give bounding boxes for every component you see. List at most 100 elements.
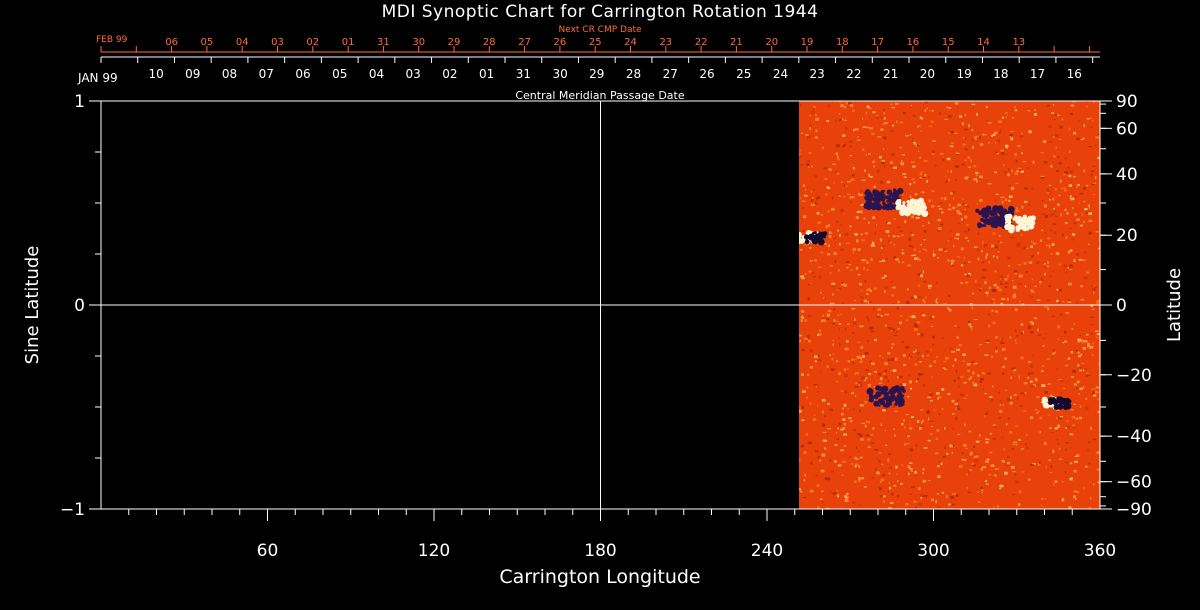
field-speckle [1058,162,1062,165]
field-speckle [1018,283,1022,285]
x-tick-label: 180 [584,541,616,561]
field-speckle [915,349,917,353]
field-speckle [972,371,975,375]
field-speckle [1024,187,1028,190]
field-speckle [884,286,888,289]
field-speckle [1010,236,1014,239]
field-speckle [810,189,813,193]
field-speckle [999,128,1001,132]
field-speckle [912,350,916,353]
field-speckle [999,484,1004,488]
field-speckle [1060,213,1062,217]
field-speckle [971,103,976,106]
field-speckle [877,313,880,317]
lat-tick-label: 20 [1116,226,1138,246]
field-speckle [876,223,878,227]
field-speckle [1096,468,1100,471]
field-speckle [1044,214,1049,218]
active-region-pixel [799,237,801,242]
field-speckle [1018,439,1022,441]
field-speckle [909,423,911,425]
field-speckle [918,503,922,506]
field-speckle [829,302,832,305]
field-speckle [857,192,860,196]
field-speckle [1085,372,1089,374]
field-speckle [988,313,991,316]
field-speckle [1077,183,1080,186]
field-speckle [1029,320,1033,324]
field-speckle [1009,134,1014,137]
field-speckle [845,127,847,130]
field-speckle [852,251,854,254]
field-speckle [841,282,844,285]
field-speckle [1026,433,1028,437]
field-speckle [1020,332,1024,335]
field-speckle [809,489,814,493]
field-speckle [1093,194,1096,196]
field-speckle [945,452,949,455]
field-speckle [1086,271,1090,274]
field-speckle [869,127,873,130]
lat-tick-label: 0 [1116,296,1127,316]
field-speckle [1037,463,1041,466]
field-speckle [839,224,843,226]
field-speckle [954,237,957,240]
field-speckle [1072,424,1075,427]
field-speckle [938,208,943,210]
field-speckle [915,380,918,383]
field-speckle [1069,227,1072,230]
field-speckle [838,342,841,346]
field-speckle [913,257,918,260]
field-speckle [940,152,944,155]
active-region-pixel [891,192,899,200]
active-region-pixel [916,211,922,216]
field-speckle [1085,105,1088,108]
field-speckle [1058,447,1061,450]
field-speckle [972,106,974,109]
field-speckle [956,348,960,351]
cmp-date-label: 08 [222,67,237,81]
field-speckle [891,286,895,289]
field-speckle [1003,448,1005,451]
field-speckle [882,123,886,125]
active-region-pixel [913,199,920,205]
field-speckle [936,492,940,495]
field-speckle [935,301,938,304]
field-speckle [990,398,994,402]
field-speckle [1019,212,1021,215]
field-speckle [888,467,893,469]
field-speckle [884,274,887,278]
field-speckle [960,247,964,251]
field-speckle [978,434,981,437]
field-speckle [854,299,856,301]
next-cr-date-label: 23 [659,37,672,48]
field-speckle [942,455,946,458]
field-speckle [1069,478,1073,481]
field-speckle [913,248,916,251]
field-speckle [1059,125,1063,129]
field-speckle [857,432,861,436]
field-speckle [1082,346,1086,350]
field-speckle [855,358,857,360]
field-speckle [864,378,866,381]
field-speckle [1019,245,1021,247]
field-speckle [819,459,822,462]
active-region-pixel [873,190,878,195]
field-speckle [834,260,837,264]
field-speckle [881,245,886,247]
field-speckle [993,505,995,509]
field-speckle [1002,372,1005,376]
field-speckle [1088,212,1093,215]
field-speckle [806,163,810,167]
field-speckle [1024,285,1027,288]
field-speckle [931,109,934,112]
active-region-pixel [1055,405,1059,410]
next-cr-date-label: 14 [977,37,990,48]
field-speckle [987,122,992,124]
field-speckle [968,124,970,128]
field-speckle [909,316,914,318]
latitude-axis-label: Latitude [1164,268,1185,342]
field-speckle [942,303,947,305]
field-speckle [909,448,914,452]
field-speckle [1012,443,1015,446]
